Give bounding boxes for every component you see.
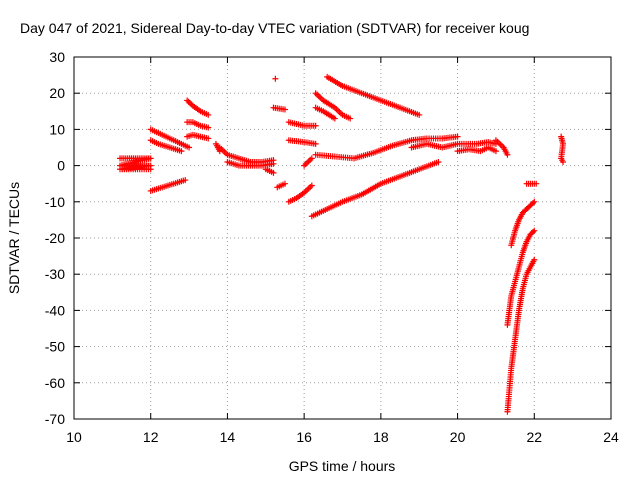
y-tick-label: 30 — [49, 49, 65, 65]
x-tick-label: 16 — [296, 429, 312, 445]
series-arc-31 — [558, 133, 567, 165]
x-tick-label: 12 — [143, 429, 159, 445]
data-point — [308, 182, 315, 189]
chart-title: Day 047 of 2021, Sidereal Day-to-day VTE… — [20, 20, 529, 36]
data-point — [504, 151, 511, 158]
data-point — [178, 148, 185, 155]
x-tick-label: 20 — [450, 429, 466, 445]
data-point — [530, 200, 537, 207]
data-point — [312, 122, 319, 129]
data-point — [281, 106, 288, 113]
series-arc-24 — [308, 158, 442, 220]
data-point — [185, 98, 192, 105]
series-arc-13 — [270, 104, 288, 113]
series-arc-05 — [184, 97, 212, 118]
data-point — [270, 169, 277, 176]
series-arc-12 — [272, 75, 279, 82]
series-arc-21 — [324, 73, 423, 118]
x-tick-label: 10 — [66, 429, 82, 445]
data-point — [533, 180, 540, 187]
series-arc-30 — [504, 256, 538, 415]
series-arc-10 — [224, 158, 277, 169]
data-point — [272, 75, 279, 82]
series-arc-01 — [117, 155, 154, 173]
series-arc-27 — [523, 180, 540, 187]
data-point — [186, 144, 193, 151]
data-point — [281, 180, 288, 187]
series-arc-22 — [312, 133, 461, 162]
y-tick-label: -40 — [45, 302, 65, 318]
series-arc-09 — [216, 144, 277, 165]
data-point — [331, 115, 338, 122]
series-arc-06 — [184, 119, 212, 131]
series-arc-23 — [408, 139, 499, 151]
x-tick-label: 24 — [603, 429, 619, 445]
series-arc-03 — [147, 137, 185, 155]
series-arc-11 — [262, 166, 277, 176]
series-arc-28 — [508, 198, 538, 249]
series-arc-29 — [504, 227, 538, 328]
data-point — [531, 227, 538, 234]
data-point — [187, 100, 194, 107]
series-arc-04 — [147, 177, 189, 194]
y-axis-label: SDTVAR / TECUs — [6, 182, 22, 294]
series-arc-25 — [454, 144, 499, 155]
series-arc-17 — [285, 182, 315, 205]
y-tick-label: -60 — [45, 375, 65, 391]
data-point — [530, 228, 537, 235]
series-arc-19 — [312, 90, 354, 122]
data-point — [435, 158, 442, 165]
y-tick-label: -10 — [45, 194, 65, 210]
y-tick-label: -30 — [45, 266, 65, 282]
data-point — [205, 111, 212, 118]
x-tick-label: 22 — [526, 429, 542, 445]
data-point — [312, 140, 319, 147]
series-arc-02 — [147, 126, 193, 151]
data-point — [531, 256, 538, 263]
series-arc-16 — [274, 180, 288, 191]
y-tick-label: -20 — [45, 230, 65, 246]
x-axis-label: GPS time / hours — [289, 458, 396, 474]
data-point — [205, 135, 212, 142]
data-point — [347, 115, 354, 122]
series-arc-20 — [312, 104, 338, 122]
series-arc-07 — [184, 131, 212, 142]
y-tick-label: -50 — [45, 339, 65, 355]
data-point — [270, 160, 277, 167]
data-point — [308, 155, 315, 162]
series-arc-26 — [492, 137, 511, 158]
series-arc-14 — [285, 119, 319, 129]
series-arc-18 — [301, 155, 315, 169]
data-point — [560, 158, 567, 165]
x-tick-label: 14 — [220, 429, 236, 445]
data-point — [531, 198, 538, 205]
y-tick-label: -70 — [45, 411, 65, 427]
x-tick-label: 18 — [373, 429, 389, 445]
data-point — [184, 97, 191, 104]
series-arc-15 — [285, 137, 319, 147]
y-tick-label: 20 — [49, 85, 65, 101]
y-tick-label: 10 — [49, 121, 65, 137]
data-point — [205, 124, 212, 131]
data-point — [147, 166, 154, 173]
y-tick-label: 0 — [57, 158, 65, 174]
tick-layer: 10 12 14 16 18 20 22 24 -70 -60 -50 -40 -30 -20 -10 0 10… — [45, 49, 619, 445]
data-point — [182, 177, 189, 184]
series-layer — [117, 73, 567, 415]
data-point — [454, 133, 461, 140]
data-point — [416, 111, 423, 118]
data-point — [492, 148, 499, 155]
